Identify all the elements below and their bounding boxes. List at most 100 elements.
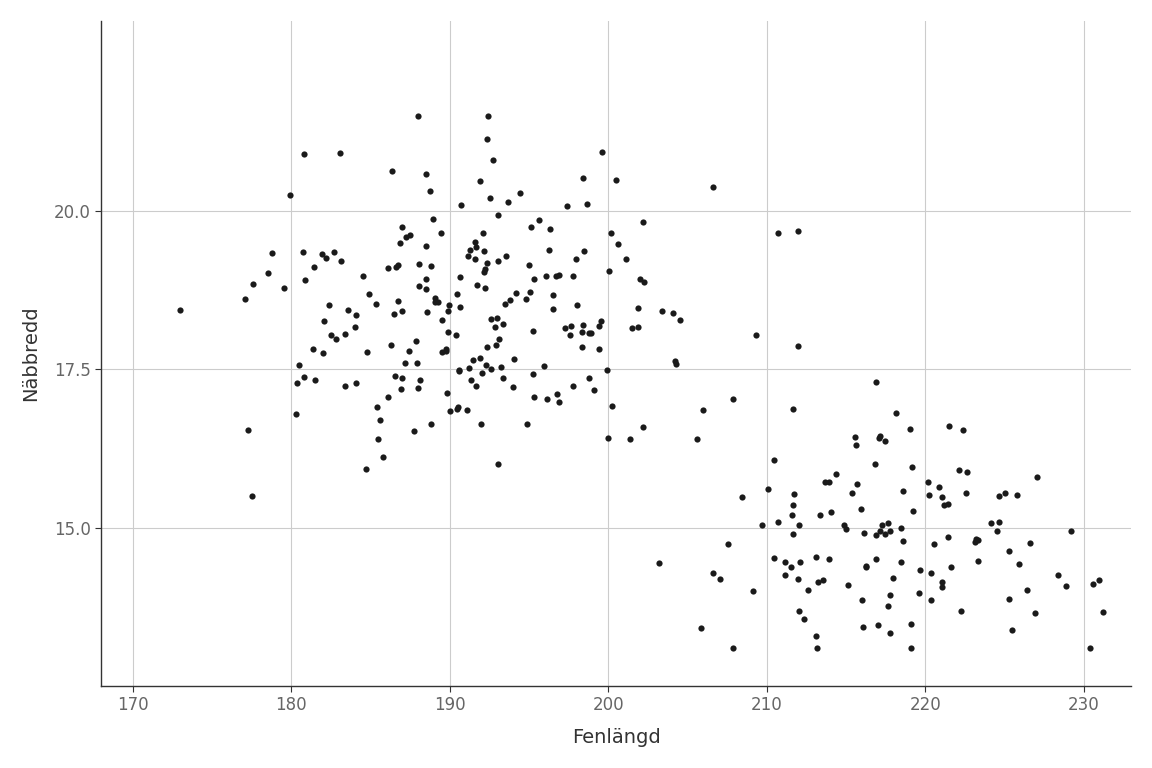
Point [617, 253, 636, 266]
Point [665, 306, 683, 319]
Point [477, 359, 495, 371]
Point [599, 432, 617, 444]
Point [814, 574, 833, 586]
Point [406, 425, 424, 437]
Point [294, 247, 312, 259]
Point [1090, 574, 1108, 586]
Point [1008, 488, 1026, 501]
Point [422, 260, 440, 272]
Point [857, 561, 876, 573]
Point [953, 604, 971, 617]
Point [544, 289, 562, 301]
Point [382, 339, 401, 351]
Point [547, 270, 566, 283]
Point [437, 343, 455, 355]
Point [416, 240, 434, 252]
Point [538, 392, 556, 405]
Point [468, 241, 486, 253]
Point [765, 552, 783, 564]
Point [492, 361, 510, 373]
Point [397, 230, 416, 243]
Point [598, 363, 616, 376]
Point [450, 271, 469, 283]
Point [416, 273, 434, 286]
Point [1049, 569, 1068, 581]
Point [704, 568, 722, 580]
Point [480, 192, 499, 204]
Point [369, 432, 387, 445]
Point [417, 283, 435, 296]
Point [789, 224, 808, 237]
Point [870, 432, 888, 445]
Point [471, 175, 490, 187]
Point [408, 356, 426, 369]
Point [462, 373, 480, 386]
Point [393, 372, 411, 384]
Point [607, 174, 626, 187]
Point [439, 326, 457, 339]
Point [798, 584, 817, 596]
Point [410, 374, 429, 386]
Point [631, 273, 650, 285]
Point [590, 319, 608, 332]
Point [609, 237, 628, 250]
Point [288, 376, 306, 389]
Point [393, 221, 411, 233]
Point [990, 489, 1008, 502]
Point [723, 642, 742, 654]
Point [525, 273, 544, 286]
Point [450, 365, 469, 377]
Point [452, 199, 470, 211]
Point [629, 302, 647, 314]
Point [304, 261, 323, 273]
Point [894, 485, 912, 497]
Point [556, 322, 575, 334]
Point [490, 333, 508, 345]
Point [873, 518, 892, 531]
Point [467, 379, 485, 392]
Point [593, 146, 612, 158]
Point [432, 227, 450, 239]
Point [1009, 558, 1028, 570]
Point [848, 478, 866, 491]
Point [416, 167, 434, 180]
Point [493, 318, 511, 330]
Point [733, 492, 751, 504]
Point [562, 320, 581, 333]
Point [770, 516, 788, 528]
X-axis label: Fenlängd: Fenlängd [571, 728, 660, 747]
Point [524, 325, 543, 337]
Point [564, 270, 583, 283]
Point [339, 304, 357, 316]
Point [933, 581, 952, 593]
Point [437, 345, 455, 357]
Point [629, 321, 647, 333]
Point [667, 358, 685, 370]
Point [892, 522, 910, 535]
Point [325, 246, 343, 258]
Point [236, 293, 255, 305]
Point [450, 300, 469, 313]
Point [478, 257, 497, 270]
Point [590, 343, 608, 355]
Point [893, 556, 911, 568]
Point [475, 244, 493, 257]
Point [574, 319, 592, 331]
Point [869, 619, 887, 631]
Point [884, 571, 902, 584]
Point [783, 509, 802, 521]
Point [820, 553, 839, 565]
Point [281, 189, 300, 201]
Point [785, 499, 803, 511]
Point [758, 483, 776, 495]
Point [170, 304, 189, 316]
Point [472, 366, 491, 379]
Point [471, 418, 490, 430]
Point [843, 487, 862, 499]
Point [879, 517, 897, 529]
Point [347, 309, 365, 321]
Point [791, 556, 810, 568]
Point [385, 308, 403, 320]
Point [464, 354, 483, 366]
Point [806, 630, 825, 642]
